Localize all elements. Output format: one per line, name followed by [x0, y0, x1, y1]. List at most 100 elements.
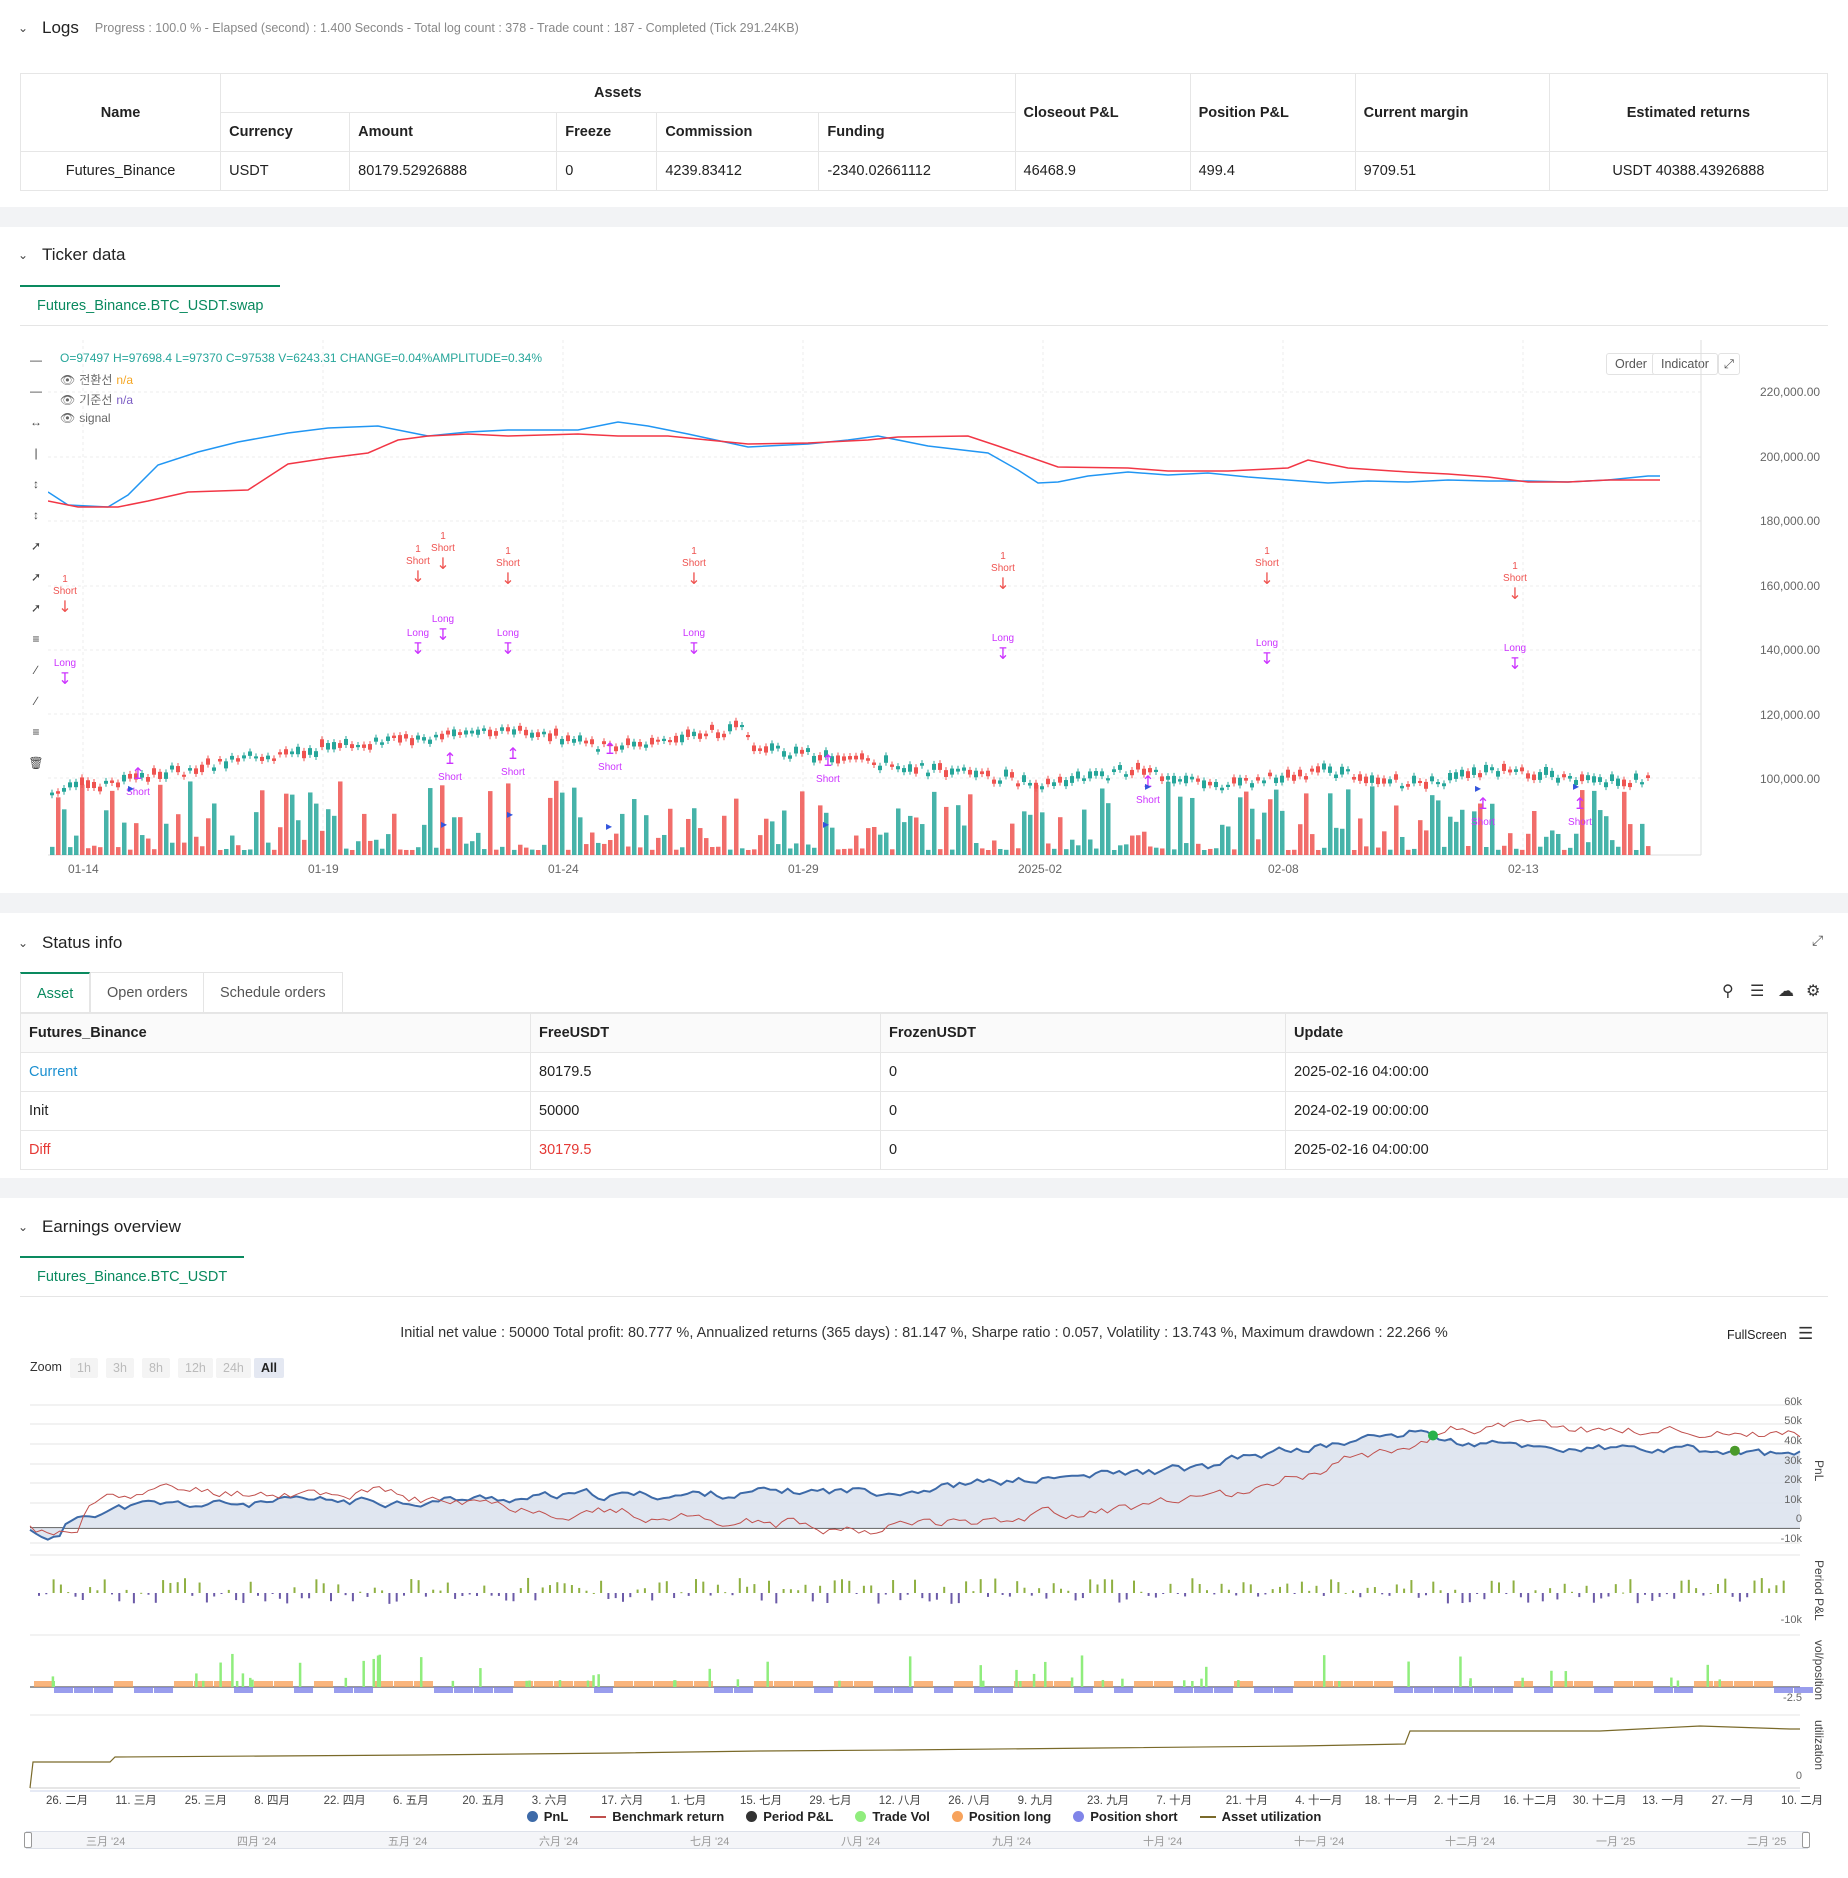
candle: [380, 742, 384, 745]
vertical-line-icon[interactable]: |: [34, 446, 38, 460]
collapse-icon[interactable]: ⤢: [1812, 932, 1824, 948]
chevron-down-icon[interactable]: ⌄: [18, 21, 29, 35]
legend-marker-icon: [590, 1815, 607, 1818]
trend-line-icon[interactable]: ➚: [30, 539, 42, 553]
volume-bar: [80, 784, 85, 855]
horizontal-line-icon[interactable]: —: [30, 384, 42, 398]
parallel-channel-icon[interactable]: ∕: [34, 663, 37, 677]
zoom-3h-button[interactable]: 3h: [106, 1358, 134, 1378]
period-pnl-bar: [344, 1593, 347, 1596]
volume-bar: [722, 815, 727, 855]
horizontal-ray-icon[interactable]: —: [30, 353, 42, 367]
period-pnl-bar: [125, 1589, 128, 1593]
legend-item[interactable]: PnL: [526, 1809, 568, 1824]
legend-item[interactable]: Benchmark return: [590, 1809, 724, 1824]
order-button[interactable]: Order: [1606, 353, 1656, 375]
menu-icon[interactable]: ☰: [1798, 1324, 1814, 1343]
volume-bar: [818, 805, 823, 855]
candle: [266, 755, 270, 760]
chevron-down-icon[interactable]: ⌄: [18, 936, 29, 950]
tab-ticker-symbol[interactable]: Futures_Binance.BTC_USDT.swap: [20, 285, 281, 324]
position-short-bar: [1654, 1687, 1673, 1693]
volume-bar: [1280, 810, 1285, 855]
period-pnl-bar: [841, 1579, 843, 1593]
legend-item[interactable]: Asset utilization: [1199, 1809, 1321, 1824]
volume-bar: [1400, 836, 1405, 855]
volume-bar: [968, 794, 973, 855]
gear-icon[interactable]: ⚙: [1806, 983, 1821, 1000]
legend-base-line[interactable]: 👁 기준선 n/a: [60, 391, 133, 408]
vertical-ray-icon[interactable]: ↕: [33, 508, 39, 522]
tab-earnings-symbol[interactable]: Futures_Binance.BTC_USDT: [20, 1256, 245, 1295]
volume-bar: [386, 834, 391, 855]
row-label-current[interactable]: Current: [20, 1052, 531, 1092]
price-line-icon[interactable]: ≡: [32, 632, 40, 646]
navigator-tick-label: 四月 '24: [237, 1836, 277, 1848]
earnings-header[interactable]: ⌄ Earnings overview: [18, 1217, 181, 1237]
legend-conversion-line[interactable]: 👁 전환선 n/a: [60, 371, 133, 388]
navigator-left-handle[interactable]: [24, 1832, 32, 1848]
trade-vol-bar: [451, 1680, 455, 1687]
position-short-bar: [1274, 1687, 1293, 1693]
volume-bar: [392, 813, 397, 855]
cloud-download-icon[interactable]: ☁: [1778, 983, 1794, 1000]
status-header[interactable]: ⌄ Status info: [18, 933, 122, 953]
period-pnl-bar: [1125, 1593, 1128, 1600]
price-range-icon[interactable]: ≡: [32, 725, 40, 739]
trash-icon[interactable]: 🗑: [28, 756, 44, 770]
eye-icon[interactable]: 👁: [60, 411, 76, 425]
candle: [248, 751, 252, 756]
position-long-bar: [534, 1681, 553, 1687]
trade-vol-bar: [1550, 1670, 1553, 1687]
trade-vol-bar: [1322, 1655, 1326, 1687]
horizontal-segment-icon[interactable]: ↔: [30, 415, 42, 429]
zoom-all-button[interactable]: All: [254, 1358, 284, 1378]
chevron-down-icon[interactable]: ⌄: [18, 1220, 29, 1234]
navigator-bar[interactable]: [26, 1831, 1808, 1849]
candle: [170, 765, 174, 770]
logs-header[interactable]: ⌄ Logs Progress : 100.0 % - Elapsed (sec…: [18, 18, 799, 38]
fullscreen-button[interactable]: FullScreen: [1727, 1328, 1787, 1342]
tab-asset[interactable]: Asset: [20, 972, 91, 1012]
search-icon[interactable]: ⚲: [1722, 983, 1734, 1000]
candle: [830, 756, 834, 763]
fibonacci-icon[interactable]: ∕: [34, 694, 37, 708]
ticker-header[interactable]: ⌄ Ticker data: [18, 245, 125, 265]
chevron-down-icon[interactable]: ⌄: [18, 248, 29, 262]
ohlc-amplitude: 0.34%: [507, 351, 543, 365]
candle: [122, 774, 126, 782]
legend-item[interactable]: Position long: [951, 1809, 1051, 1824]
candle: [686, 729, 690, 737]
ray-line-icon[interactable]: ➚: [30, 570, 42, 584]
earnings-chart[interactable]: [0, 1385, 1848, 1845]
trade-vol-bar: [1019, 1680, 1022, 1687]
zoom-8h-button[interactable]: 8h: [142, 1358, 170, 1378]
ticker-chart[interactable]: 1Short↓Long↧1Short↓Long↧1Short↓Long↧1Sho…: [48, 340, 1753, 870]
legend-item[interactable]: Position short: [1073, 1809, 1178, 1824]
legend-item[interactable]: Period P&L: [746, 1809, 833, 1824]
period-pnl-bar: [716, 1584, 719, 1593]
volume-bar: [1322, 847, 1327, 855]
volume-bar: [842, 848, 847, 855]
tab-schedule-orders[interactable]: Schedule orders: [203, 972, 343, 1012]
list-icon[interactable]: ☰: [1750, 983, 1765, 1000]
zoom-12h-button[interactable]: 12h: [178, 1358, 213, 1378]
volume-bar: [878, 834, 883, 855]
navigator-right-handle[interactable]: [1802, 1832, 1810, 1848]
candle: [1646, 775, 1650, 779]
vertical-segment-icon[interactable]: ↕: [33, 477, 39, 491]
volume-bar: [806, 844, 811, 855]
legend-item[interactable]: Trade Vol: [855, 1809, 930, 1824]
straight-line-icon[interactable]: ➚: [30, 601, 42, 615]
tab-open-orders[interactable]: Open orders: [90, 972, 205, 1012]
candle: [1220, 787, 1224, 791]
period-pnl-bar: [1498, 1582, 1500, 1593]
legend-signal[interactable]: 👁 signal: [60, 411, 111, 425]
zoom-1h-button[interactable]: 1h: [70, 1358, 98, 1378]
zoom-24h-button[interactable]: 24h: [216, 1358, 251, 1378]
expand-icon[interactable]: ⤢: [1718, 353, 1741, 375]
position-short-bar: [1254, 1687, 1273, 1693]
eye-icon[interactable]: 👁: [60, 392, 76, 407]
period-pnl-bar: [1403, 1588, 1406, 1593]
eye-icon[interactable]: 👁: [60, 372, 76, 387]
